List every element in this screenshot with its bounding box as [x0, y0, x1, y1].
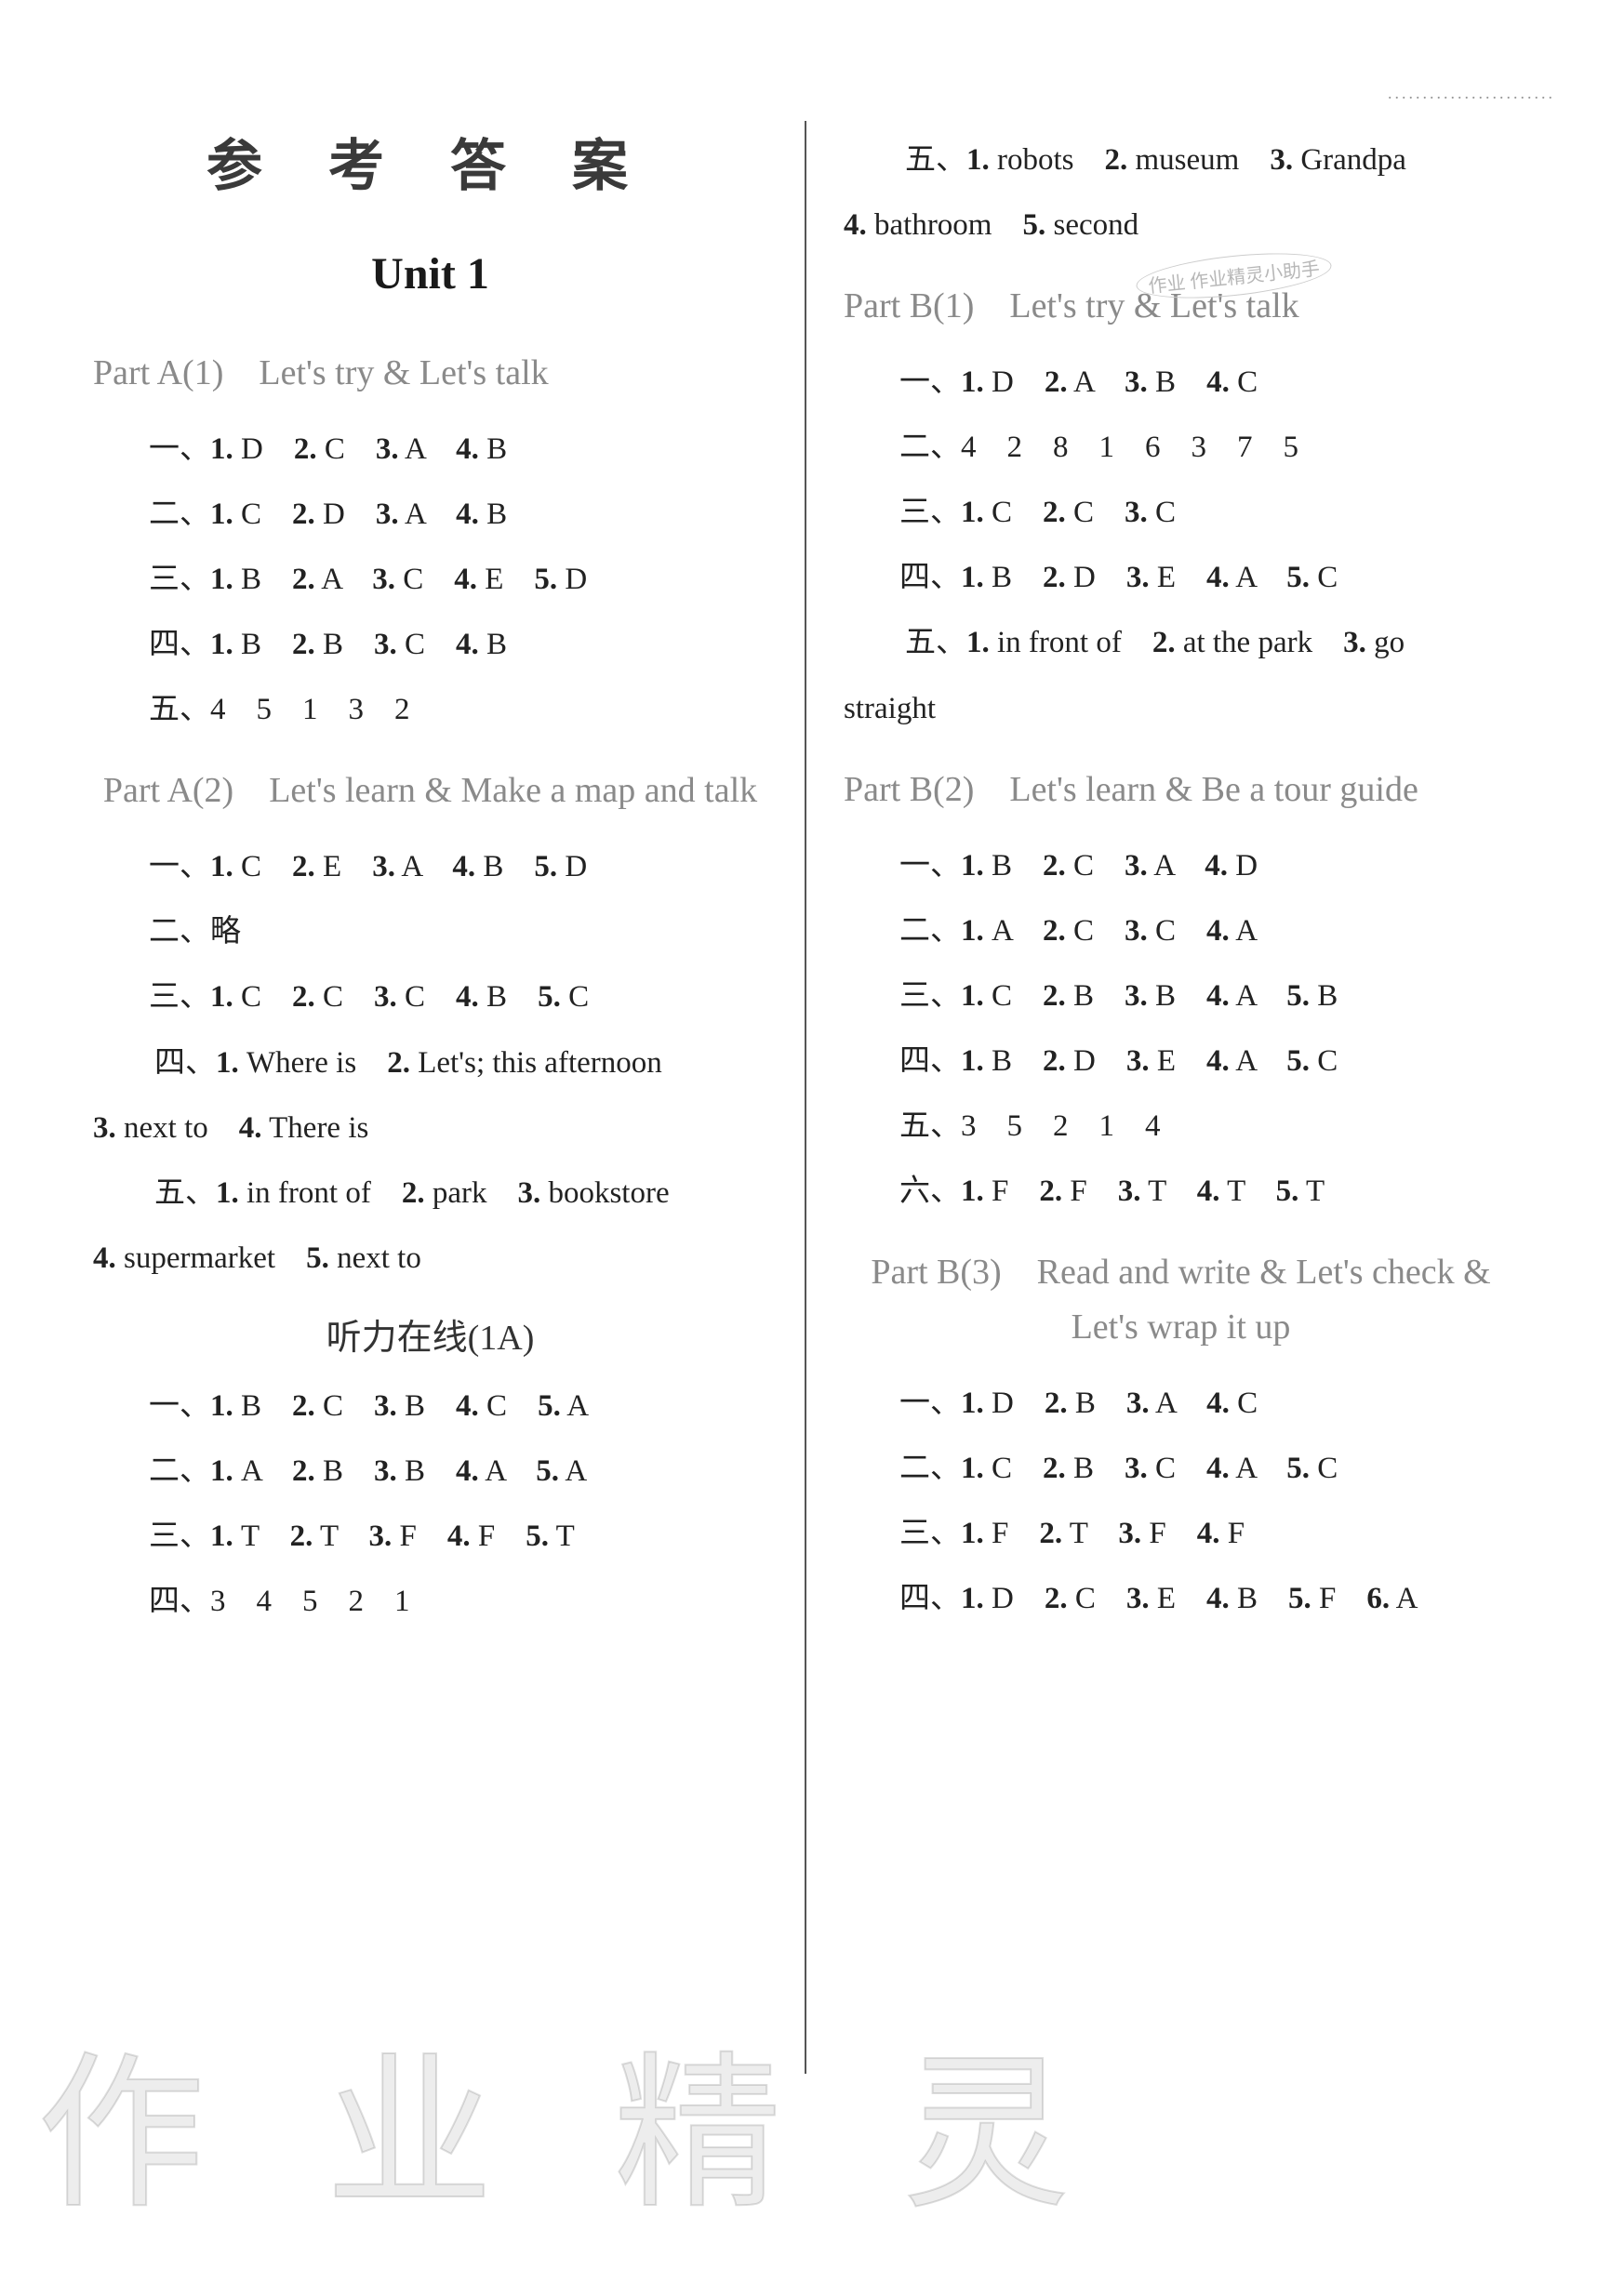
part-a1-line-3: 三、1. B 2. A 3. C 4. E 5. D — [149, 553, 767, 605]
part-b2-line-3: 三、1. C 2. B 3. B 4. A 5. B — [899, 970, 1518, 1022]
part-b3-line-4: 四、1. D 2. C 3. E 4. B 5. F 6. A — [899, 1573, 1518, 1625]
listening-heading: 听力在线(1A) — [93, 1308, 767, 1360]
part-b3-heading: Part B(3) Read and write & Let's check &… — [844, 1245, 1518, 1355]
part-b2-line-6: 六、1. F 2. F 3. T 4. T 5. T — [899, 1165, 1518, 1217]
part-a2-line-4a: 四、1. Where is 2. Let's; this afternoon — [93, 1037, 767, 1089]
listen-line-2: 二、1. A 2. B 3. B 4. A 5. A — [149, 1445, 767, 1497]
part-a2-line-1: 一、1. C 2. E 3. A 4. B 5. D — [149, 841, 767, 893]
part-b2-line-1: 一、1. B 2. C 3. A 4. D — [899, 840, 1518, 892]
part-b3-line-2: 二、1. C 2. B 3. C 4. A 5. C — [899, 1442, 1518, 1494]
listen-line-4: 四、3 4 5 2 1 — [149, 1575, 767, 1627]
left-column: 参 考 答 案 Unit 1 Part A(1) Let's try & Let… — [56, 121, 806, 2074]
part-b1-line-4: 四、1. B 2. D 3. E 4. A 5. C — [899, 551, 1518, 604]
part-b1-line-2: 二、4 2 8 1 6 3 7 5 — [899, 421, 1518, 473]
right-column: 五、1. robots 2. museum 3. Grandpa 4. bath… — [806, 121, 1555, 2074]
page-columns: 参 考 答 案 Unit 1 Part A(1) Let's try & Let… — [56, 121, 1555, 2074]
listen-line-3: 三、1. T 2. T 3. F 4. F 5. T — [149, 1510, 767, 1562]
part-a2-line-2: 二、略 — [149, 906, 767, 958]
part-a2-line-4b: 3. next to 4. There is — [93, 1102, 767, 1154]
main-title: 参 考 答 案 — [93, 121, 767, 202]
part-a2-line-3: 三、1. C 2. C 3. C 4. B 5. C — [149, 971, 767, 1023]
part-b1-heading: Part B(1) Let's try & Let's talk — [844, 279, 1518, 334]
part-b2-line-2: 二、1. A 2. C 3. C 4. A — [899, 905, 1518, 957]
page-top-dots: ........................ — [1388, 84, 1555, 103]
part-a2-line-5a: 五、1. in front of 2. park 3. bookstore — [93, 1167, 767, 1219]
listen-cont-line-1b: 4. bathroom 5. second — [844, 199, 1518, 251]
part-a1-line-5: 五、4 5 1 3 2 — [149, 683, 767, 736]
listen-cont-line-1a: 五、1. robots 2. museum 3. Grandpa — [844, 134, 1518, 186]
part-b1-line-3: 三、1. C 2. C 3. C — [899, 486, 1518, 538]
part-b1-line-5a: 五、1. in front of 2. at the park 3. go — [844, 617, 1518, 669]
part-b2-line-4: 四、1. B 2. D 3. E 4. A 5. C — [899, 1035, 1518, 1087]
part-b2-line-5: 五、3 5 2 1 4 — [899, 1100, 1518, 1152]
part-a2-heading: Part A(2) Let's learn & Make a map and t… — [93, 763, 767, 818]
part-b1-line-1: 一、1. D 2. A 3. B 4. C — [899, 356, 1518, 408]
part-a1-line-4: 四、1. B 2. B 3. C 4. B — [149, 618, 767, 670]
part-a1-heading: Part A(1) Let's try & Let's talk — [93, 346, 767, 401]
part-b2-heading: Part B(2) Let's learn & Be a tour guide — [844, 763, 1518, 817]
part-a1-line-1: 一、1. D 2. C 3. A 4. B — [149, 423, 767, 475]
part-a1-line-2: 二、1. C 2. D 3. A 4. B — [149, 488, 767, 540]
listen-line-1: 一、1. B 2. C 3. B 4. C 5. A — [149, 1380, 767, 1432]
part-b3-line-3: 三、1. F 2. T 3. F 4. F — [899, 1507, 1518, 1559]
part-b1-line-5b: straight — [844, 683, 1518, 735]
part-b3-line-1: 一、1. D 2. B 3. A 4. C — [899, 1377, 1518, 1429]
part-a2-line-5b: 4. supermarket 5. next to — [93, 1232, 767, 1284]
unit-title: Unit 1 — [93, 248, 767, 299]
